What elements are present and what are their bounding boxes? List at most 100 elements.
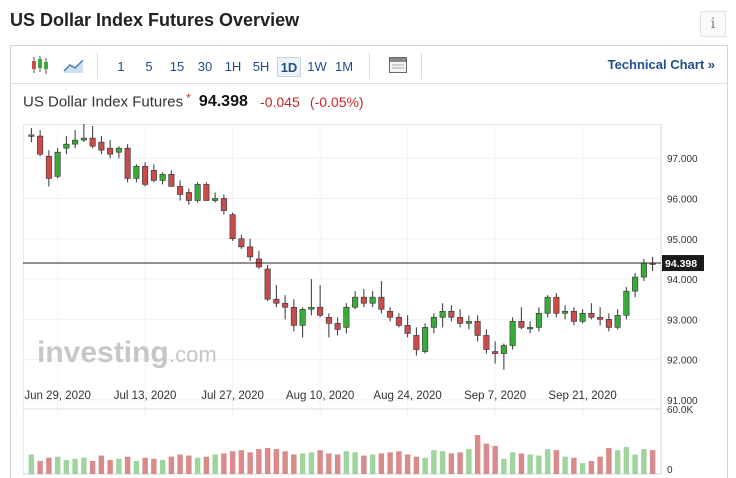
quote-line: US Dollar Index Futures * 94.398 -0.045 (… <box>23 91 364 115</box>
instrument-name: US Dollar Index Futures <box>23 93 184 111</box>
candle <box>72 130 79 149</box>
calendar-icon[interactable] <box>387 55 409 75</box>
timeframe-15m[interactable]: 15 <box>169 59 185 74</box>
volume-bar <box>649 450 656 474</box>
volume-bar <box>439 451 446 474</box>
candle-up <box>63 143 70 149</box>
candle-down <box>378 296 385 310</box>
candle-up <box>614 315 621 328</box>
technical-chart-link[interactable]: Technical Chart » <box>607 57 715 72</box>
investing-watermark: investing .com <box>37 336 217 369</box>
candle <box>194 182 201 203</box>
candle <box>37 130 44 157</box>
title-bar: US Dollar Index Futures Overview i <box>10 8 728 38</box>
candle <box>115 146 122 159</box>
candle <box>124 144 131 183</box>
volume-bar <box>457 452 463 474</box>
price-chart[interactable]: investing .com 97.000 96.000 95.000 94.000 9… <box>22 123 727 478</box>
volume-bar <box>159 459 166 474</box>
candle <box>299 307 306 338</box>
candle <box>203 182 210 201</box>
candle <box>238 234 245 249</box>
volume-bar <box>501 458 507 474</box>
plot-frame <box>22 123 662 475</box>
volume-bar <box>378 453 385 474</box>
candle <box>185 188 192 205</box>
candle <box>553 293 560 318</box>
timeframe-1h[interactable]: 1H <box>224 59 242 74</box>
candle-down <box>518 321 525 328</box>
candle-down <box>185 192 192 201</box>
candle-down <box>605 319 612 328</box>
timeframe-1m[interactable]: 1 <box>117 59 125 74</box>
timeframe-1d[interactable]: 1D <box>277 57 301 77</box>
candle <box>212 192 219 203</box>
candle-down <box>492 351 499 354</box>
watermark-brand: investing <box>37 336 169 369</box>
volume-bar <box>492 445 498 474</box>
volume-bar <box>63 459 70 474</box>
y-tick-label: 93.000 <box>667 315 698 326</box>
candle <box>483 329 490 354</box>
candle-up <box>159 174 166 181</box>
volume-bar <box>544 449 551 474</box>
volume-bar <box>606 448 612 474</box>
volume-bar <box>466 449 472 474</box>
volume-bar <box>562 456 568 474</box>
candle-up <box>369 296 376 304</box>
candle-down <box>177 186 184 195</box>
volume-bar <box>203 456 210 474</box>
timeframe-5m[interactable]: 5 <box>145 59 153 74</box>
candle-down <box>483 335 490 350</box>
candle-up <box>115 147 122 153</box>
candle-up <box>579 312 586 322</box>
candle <box>448 305 455 322</box>
candle-down <box>290 306 297 326</box>
candle <box>430 313 437 334</box>
candle-up <box>28 134 35 137</box>
timeframe-30m[interactable]: 30 <box>197 59 213 74</box>
candle-down <box>597 317 604 320</box>
candle <box>369 291 376 308</box>
chart-canvas[interactable]: investing .com 97.000 96.000 95.000 94.000 9… <box>22 123 727 478</box>
volume-bar <box>194 457 201 474</box>
volume-bar <box>404 454 411 474</box>
current-price-label: 94.398 <box>665 258 697 270</box>
candle-up <box>308 306 315 310</box>
x-tick-label: Aug 24, 2020 <box>373 390 441 402</box>
volume-bar <box>238 450 245 474</box>
volume-bar <box>142 457 148 474</box>
y-tick-label: 94.000 <box>667 275 698 286</box>
volume-bar <box>256 449 262 474</box>
candle-up <box>544 296 551 314</box>
candle-up <box>439 310 446 318</box>
candle <box>588 303 595 320</box>
candle <box>54 148 61 179</box>
candle-up <box>430 317 437 328</box>
info-icon[interactable]: i <box>700 11 726 37</box>
candle <box>317 285 324 318</box>
candle <box>247 238 254 261</box>
volume-bar <box>229 451 236 474</box>
candle-down <box>282 302 289 308</box>
candle-down <box>334 323 341 330</box>
timeframe-1mo[interactable]: 1M <box>334 59 354 74</box>
volume-bar <box>474 435 481 474</box>
candlestick-chart-icon[interactable] <box>29 55 51 75</box>
candle-down <box>107 147 114 155</box>
candle-down <box>325 317 332 324</box>
price-change-percent: (-0.05%) <box>309 94 364 111</box>
candle-up <box>422 327 429 352</box>
candle <box>492 341 499 364</box>
timeframe-1w[interactable]: 1W <box>307 59 327 74</box>
area-chart-icon[interactable] <box>63 55 85 75</box>
timeframe-5h[interactable]: 5H <box>252 59 270 74</box>
volume-bar <box>361 455 367 474</box>
candle <box>500 343 507 370</box>
volume-bar <box>247 452 253 474</box>
volume-bar <box>299 453 306 474</box>
volume-bar <box>632 454 638 474</box>
candle <box>404 315 411 338</box>
candle <box>220 194 227 215</box>
candle-down <box>317 306 324 316</box>
